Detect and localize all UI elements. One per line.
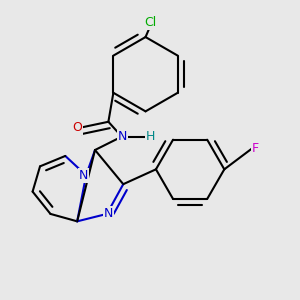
Text: H: H xyxy=(146,130,156,143)
Text: N: N xyxy=(118,130,127,143)
Text: O: O xyxy=(72,121,82,134)
Text: Cl: Cl xyxy=(144,16,156,29)
Text: N: N xyxy=(104,207,113,220)
Text: N: N xyxy=(79,169,88,182)
Text: F: F xyxy=(252,142,259,155)
